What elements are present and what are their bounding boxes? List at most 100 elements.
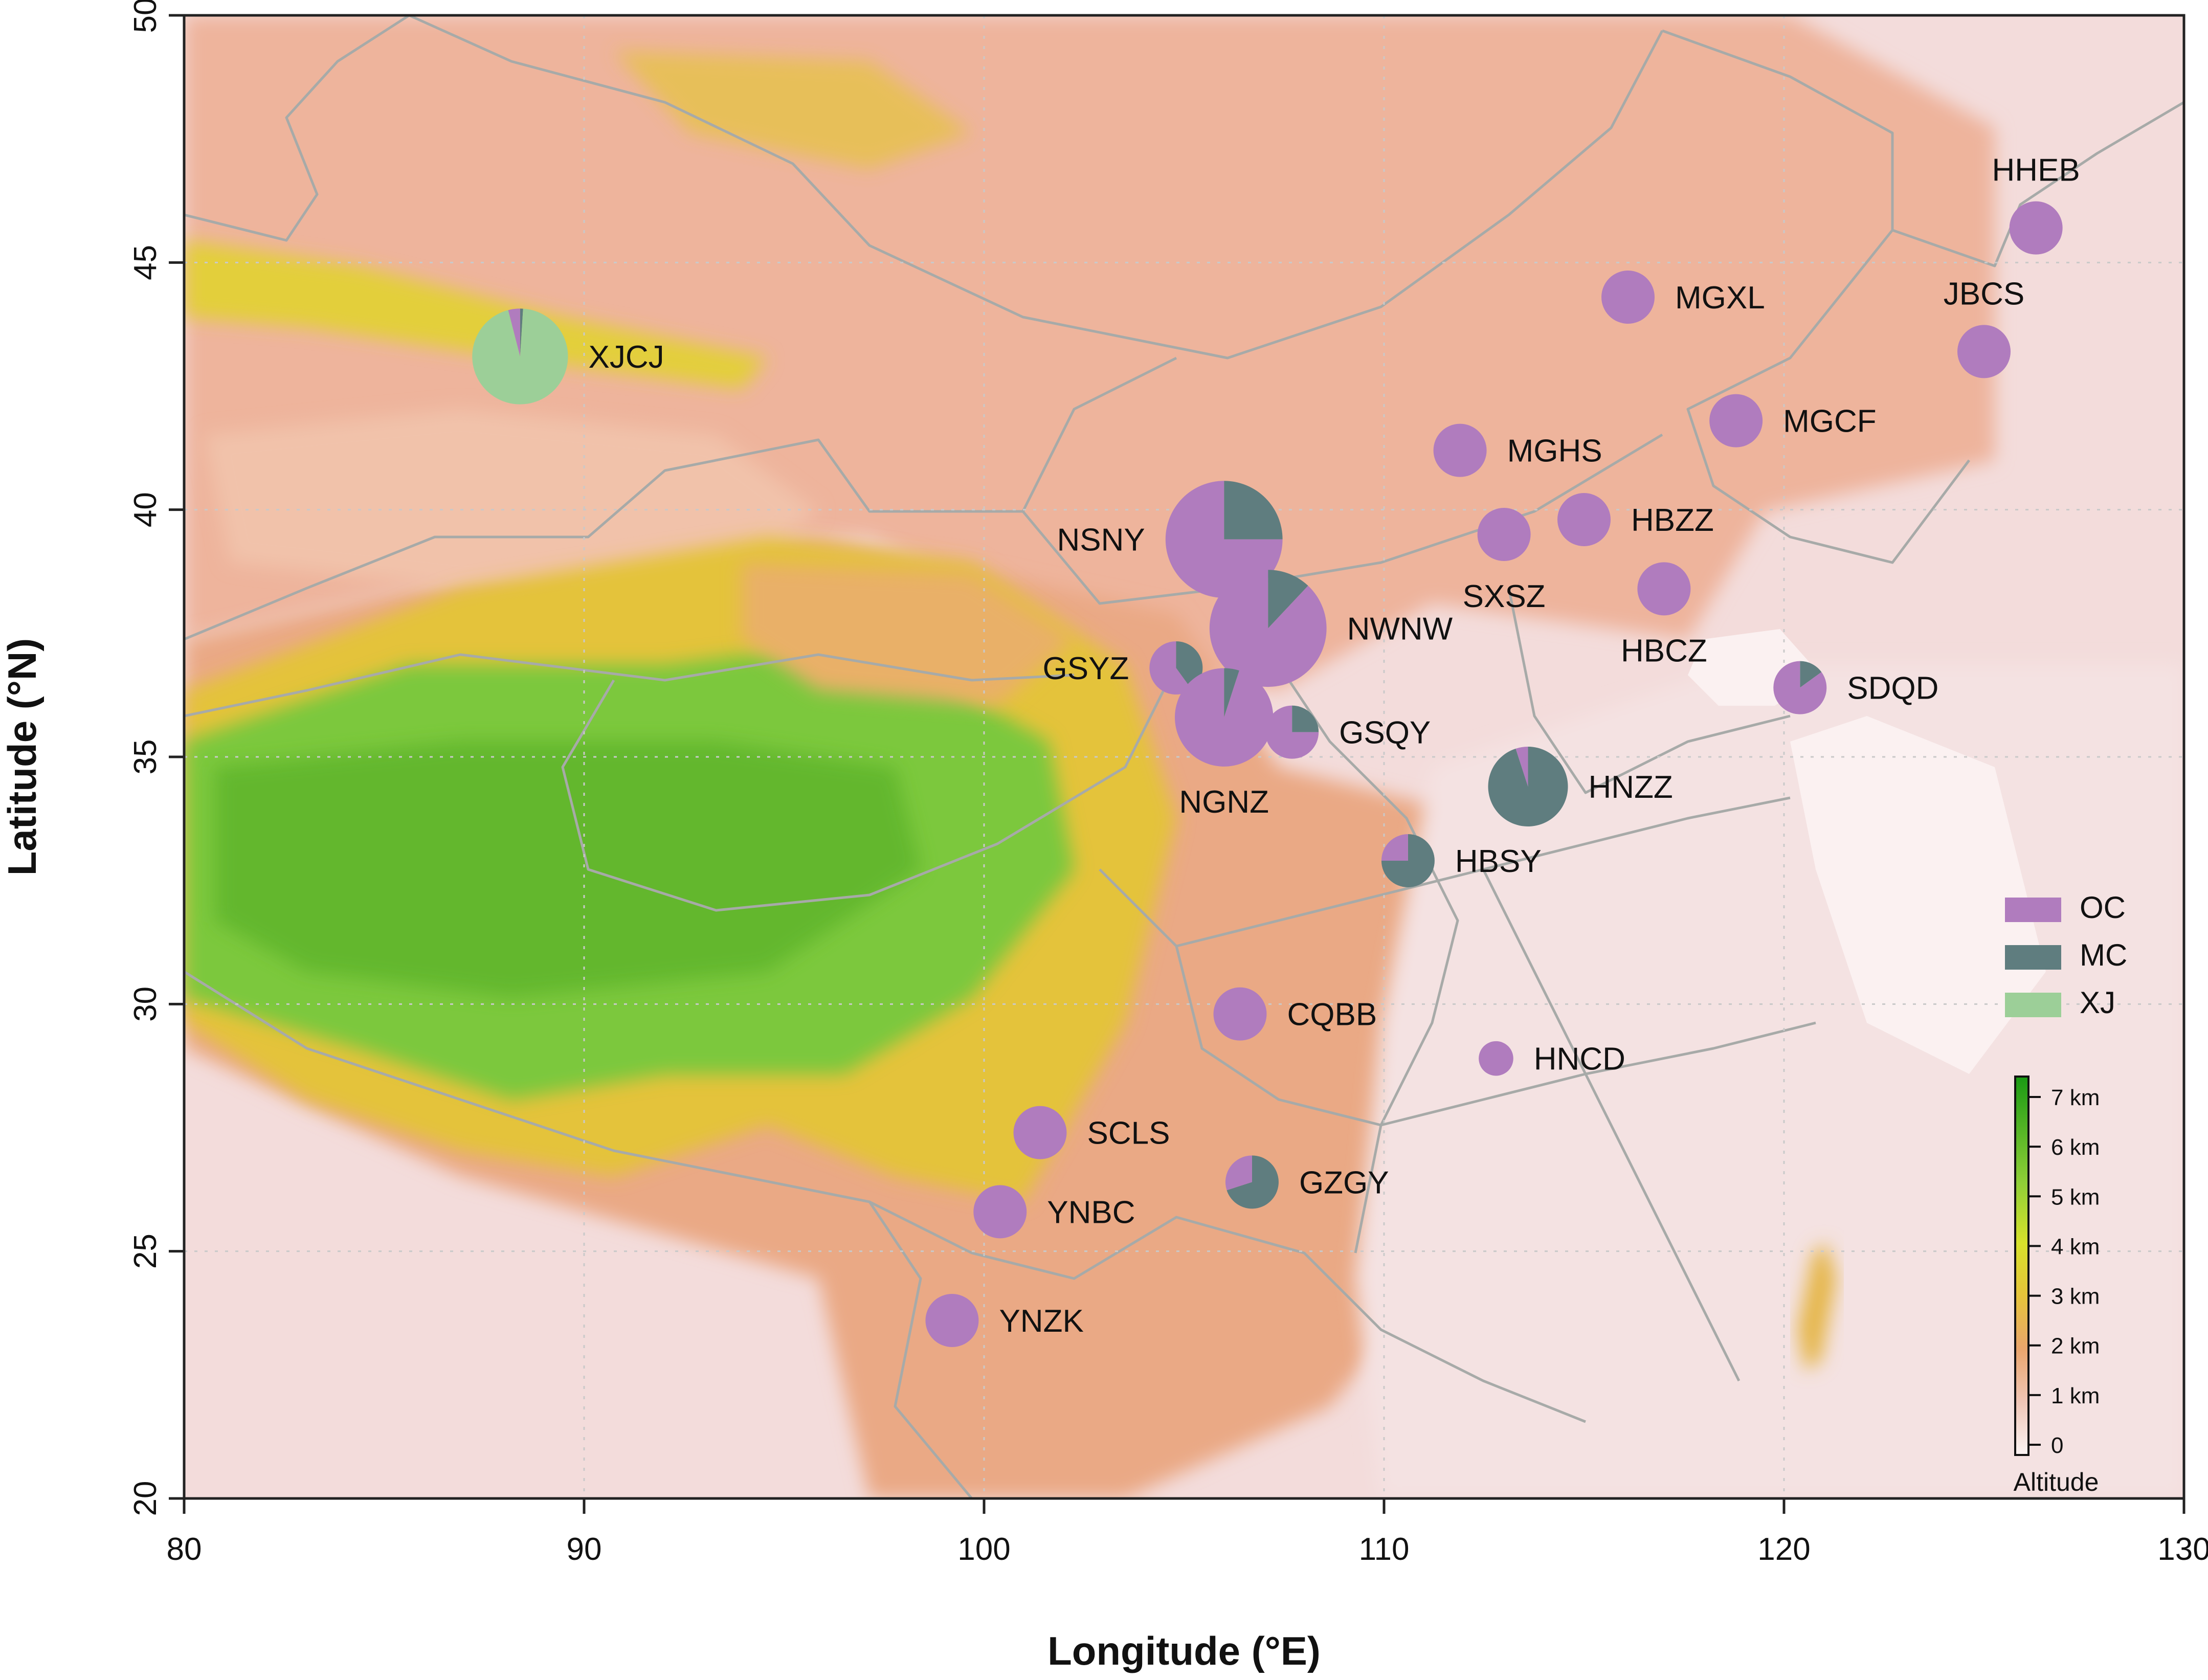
southeast-lowland xyxy=(1355,665,2184,1498)
site-pie-gsqy: GSQY xyxy=(1265,705,1431,759)
y-tick-label: 20 xyxy=(128,1481,163,1516)
pie-slice xyxy=(1149,641,1192,695)
legend-swatch-mc xyxy=(2005,945,2061,970)
pie-slice xyxy=(2009,201,2063,255)
border-line xyxy=(184,15,410,242)
site-pie-hbsy: HBSY xyxy=(1381,834,1542,888)
qaidam-basin xyxy=(742,563,1074,706)
pie-slice xyxy=(1268,570,1308,629)
site-pie-hbzz: HBZZ xyxy=(1557,493,1714,546)
terrain-layer xyxy=(184,15,2184,1498)
site-label: GSYZ xyxy=(1043,651,1129,686)
site-label: SXSZ xyxy=(1463,579,1546,614)
x-tick-label: 80 xyxy=(167,1532,202,1567)
pie-slice xyxy=(1477,508,1531,561)
site-pie-nwnw: NWNW xyxy=(1209,570,1453,687)
x-axis: 80 90 100 110 120 130 xyxy=(167,1498,2208,1567)
altitude-tick-label: 7 km xyxy=(2051,1085,2100,1110)
site-label: XJCJ xyxy=(588,340,664,375)
pie-slice xyxy=(1213,987,1267,1041)
x-tick-label: 130 xyxy=(2157,1532,2208,1567)
pie-slice xyxy=(508,308,520,356)
site-label: NWNW xyxy=(1347,612,1453,647)
pie-slice xyxy=(472,308,568,405)
pie-slice xyxy=(1433,423,1487,477)
border-line xyxy=(561,664,1178,912)
site-pie-ynzk: YNZK xyxy=(925,1294,1084,1347)
y-tick-label: 40 xyxy=(128,492,163,527)
border-line xyxy=(1686,229,1970,564)
site-label: NSNY xyxy=(1057,523,1145,558)
pie-slice xyxy=(1488,747,1568,827)
site-label: JBCS xyxy=(1944,276,2024,311)
yellow-sea xyxy=(1790,716,2046,1074)
site-pie-xjcj: XJCJ xyxy=(472,308,664,405)
site-label: GSQY xyxy=(1339,715,1431,751)
altitude-tick-label: 0 xyxy=(2051,1433,2063,1458)
pie-slice xyxy=(1709,394,1763,447)
border-line xyxy=(184,653,1075,718)
site-pie-hheb: HHEB xyxy=(1992,153,2080,255)
pie-slice xyxy=(1226,1155,1279,1209)
y-tick-label: 25 xyxy=(128,1234,163,1269)
pie-slice xyxy=(1637,562,1691,616)
y-tick-label: 30 xyxy=(128,987,163,1022)
pie-slice xyxy=(1225,1155,1252,1191)
grid-lines xyxy=(184,15,2184,1498)
x-tick-label: 120 xyxy=(1757,1532,1810,1567)
border-line xyxy=(184,970,973,1498)
altitude-scale: 0 1 km 2 km 3 km 4 km 5 km 6 km 7 km Altitude xyxy=(2014,1076,2100,1496)
legend: OC MC XJ xyxy=(2005,890,2127,1020)
site-pie-mgxl: MGXL xyxy=(1601,271,1765,324)
site-label: CQBB xyxy=(1287,997,1377,1033)
site-pie-hbcz: HBCZ xyxy=(1621,562,1707,668)
border-line xyxy=(1021,356,1177,512)
x-tick-label: 100 xyxy=(957,1532,1010,1567)
pie-slice xyxy=(1957,325,2011,378)
site-label: YNZK xyxy=(999,1304,1083,1339)
border-line xyxy=(1099,796,1791,948)
border-line xyxy=(184,433,1663,641)
pie-slice xyxy=(925,1294,979,1347)
altitude-colorbar xyxy=(2014,1076,2029,1456)
plateau-deep-core xyxy=(215,742,921,997)
site-pie-mgcf: MGCF xyxy=(1709,394,1877,447)
x-tick-label: 90 xyxy=(567,1532,602,1567)
y-tick-label: 45 xyxy=(128,245,163,280)
pie-slice xyxy=(1515,747,1528,787)
border-line xyxy=(1175,946,1816,1127)
pie-slice xyxy=(1224,668,1239,718)
site-pie-jbcs: JBCS xyxy=(1944,276,2024,378)
pie-slice xyxy=(1479,1041,1513,1076)
site-pie-sdqd: SDQD xyxy=(1773,661,1938,714)
border-line xyxy=(868,1200,1586,1423)
site-label: SDQD xyxy=(1847,671,1938,706)
taiwan-island xyxy=(1798,1243,1836,1371)
site-pie-cqbb: CQBB xyxy=(1213,987,1377,1041)
x-axis-label: Longitude (°E) xyxy=(1047,1628,1321,1673)
pie-slice xyxy=(1165,481,1283,598)
border-line xyxy=(1482,868,1741,1382)
y-axis: 20 25 30 35 40 45 50 xyxy=(128,0,184,1516)
site-label: HBZZ xyxy=(1631,503,1714,538)
x-tick-label: 110 xyxy=(1359,1532,1410,1567)
site-label: HNCD xyxy=(1534,1042,1625,1077)
pie-slice xyxy=(1265,705,1319,759)
tianshan-ridge xyxy=(184,240,767,389)
pie-slice xyxy=(1013,1106,1067,1159)
pie-slice xyxy=(1381,834,1408,861)
pie-slice xyxy=(1292,705,1319,732)
altitude-tick-label: 6 km xyxy=(2051,1135,2100,1160)
site-pie-hnzz: HNZZ xyxy=(1488,747,1673,827)
site-label: HNZZ xyxy=(1589,770,1673,805)
site-label: MGCF xyxy=(1783,404,1877,439)
site-pie-hncd: HNCD xyxy=(1479,1041,1625,1077)
site-label: HHEB xyxy=(1992,153,2080,188)
sites-layer: HHEB MGXL JBCS XJCJ MGCF MGHS HBZZ SXSZ NSNY HBCZ… xyxy=(472,153,2080,1347)
legend-swatch-oc xyxy=(2005,898,2061,922)
pie-slice xyxy=(1557,493,1611,546)
pie-slice xyxy=(1773,661,1827,714)
altitude-tick-label: 2 km xyxy=(2051,1334,2100,1359)
pie-slice xyxy=(1601,271,1655,324)
